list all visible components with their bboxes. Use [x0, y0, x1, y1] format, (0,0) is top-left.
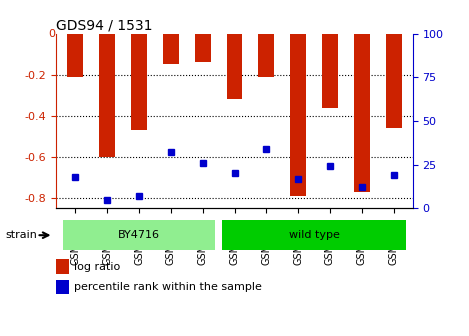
Text: 0: 0	[49, 29, 56, 39]
Bar	[195, 34, 211, 62]
Bar	[222, 220, 406, 250]
Bar	[56, 280, 69, 294]
Bar	[63, 220, 215, 250]
Text: percentile rank within the sample: percentile rank within the sample	[74, 282, 262, 292]
Bar	[68, 34, 83, 77]
Bar	[354, 34, 370, 192]
Text: strain: strain	[6, 230, 38, 240]
Bar	[322, 34, 338, 108]
Bar	[163, 34, 179, 65]
Text: wild type: wild type	[288, 230, 340, 240]
Bar	[99, 34, 115, 157]
Bar	[227, 34, 242, 99]
Bar	[131, 34, 147, 130]
Text: GDS94 / 1531: GDS94 / 1531	[56, 18, 153, 33]
Bar	[258, 34, 274, 77]
Bar	[386, 34, 401, 128]
Bar	[56, 259, 69, 274]
Bar	[290, 34, 306, 196]
Text: log ratio: log ratio	[74, 262, 121, 271]
Text: BY4716: BY4716	[118, 230, 160, 240]
